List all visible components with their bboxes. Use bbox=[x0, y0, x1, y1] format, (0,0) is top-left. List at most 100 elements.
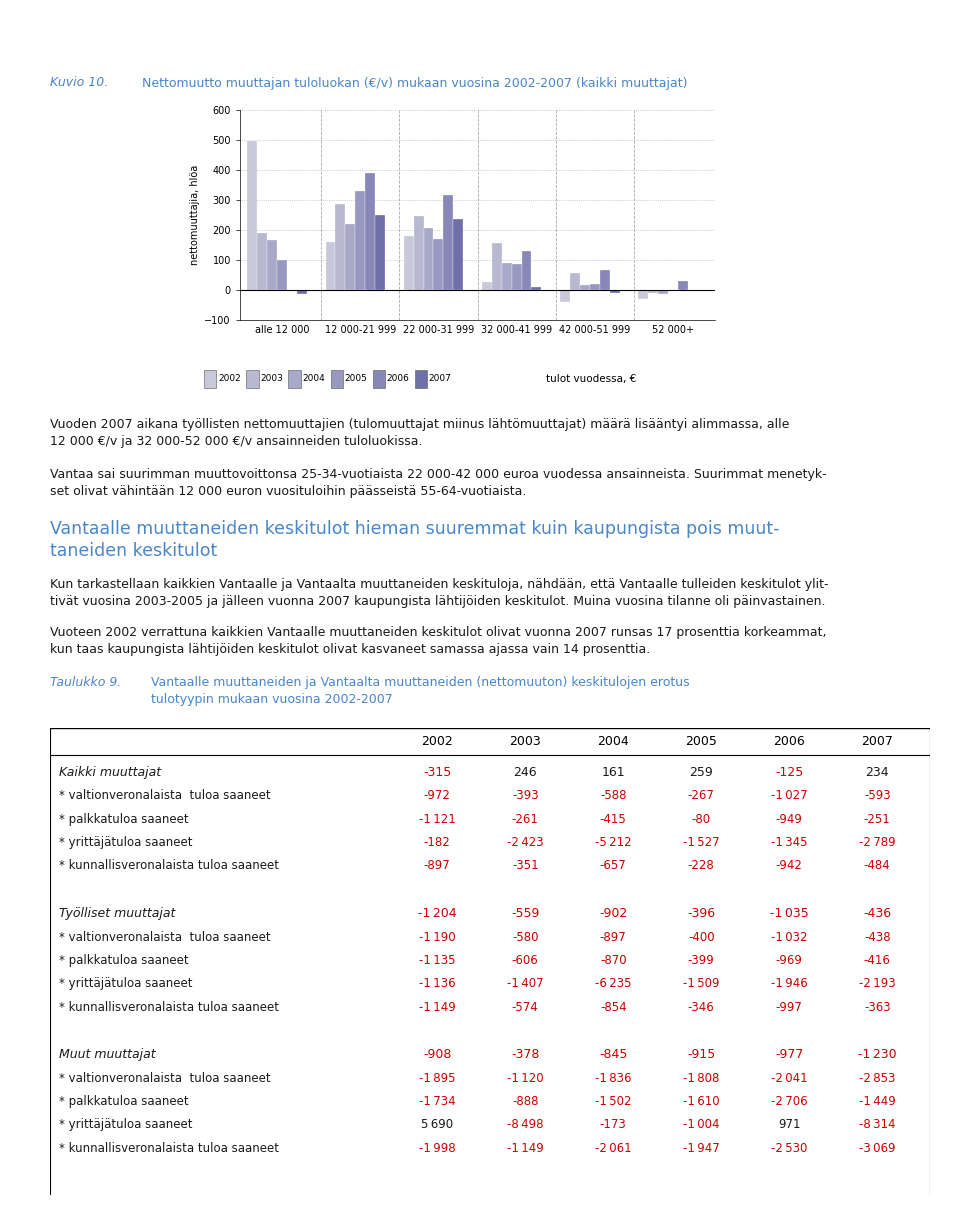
Text: -902: -902 bbox=[599, 907, 627, 921]
Bar bbox=[658, 290, 667, 294]
Text: -2 706: -2 706 bbox=[771, 1095, 807, 1109]
Text: -267: -267 bbox=[687, 789, 714, 803]
Text: -888: -888 bbox=[512, 1095, 539, 1109]
Text: -346: -346 bbox=[687, 1000, 714, 1013]
Bar bbox=[444, 195, 453, 290]
Bar bbox=[325, 242, 335, 290]
Text: 2004: 2004 bbox=[597, 735, 629, 748]
Text: Vuoteen 2002 verrattuna kaikkien Vantaalle muuttaneiden keskitulot olivat vuonna: Vuoteen 2002 verrattuna kaikkien Vantaal… bbox=[50, 627, 827, 656]
Text: -363: -363 bbox=[864, 1000, 891, 1013]
Text: -897: -897 bbox=[600, 930, 627, 944]
Text: -1 204: -1 204 bbox=[418, 907, 457, 921]
Text: -1 449: -1 449 bbox=[859, 1095, 896, 1109]
Text: -972: -972 bbox=[423, 789, 450, 803]
Text: -997: -997 bbox=[776, 1000, 803, 1013]
Text: -228: -228 bbox=[687, 859, 714, 872]
Bar bbox=[248, 141, 257, 290]
Text: -2 041: -2 041 bbox=[771, 1071, 807, 1085]
Bar bbox=[492, 243, 501, 290]
Text: -1 947: -1 947 bbox=[683, 1142, 720, 1154]
Text: -436: -436 bbox=[863, 907, 891, 921]
Text: -251: -251 bbox=[864, 812, 891, 825]
Bar bbox=[414, 217, 423, 290]
Text: -1 149: -1 149 bbox=[507, 1142, 543, 1154]
Text: 234: 234 bbox=[865, 766, 889, 778]
Bar bbox=[678, 281, 687, 290]
Text: -1 121: -1 121 bbox=[419, 812, 456, 825]
Bar bbox=[482, 282, 492, 290]
Bar bbox=[403, 236, 414, 290]
Text: Kuvio 10.: Kuvio 10. bbox=[50, 76, 108, 89]
Bar bbox=[366, 174, 375, 290]
Text: -588: -588 bbox=[600, 789, 627, 803]
Text: -2 789: -2 789 bbox=[859, 836, 896, 850]
Bar bbox=[501, 263, 512, 290]
Text: -5 212: -5 212 bbox=[595, 836, 632, 850]
Text: Nettomuutto muuttajan tuloluokan (€/v) mukaan vuosina 2002-2007 (kaikki muuttaja: Nettomuutto muuttajan tuloluokan (€/v) m… bbox=[142, 76, 688, 89]
Text: -1 032: -1 032 bbox=[771, 930, 807, 944]
Text: -908: -908 bbox=[423, 1048, 451, 1062]
FancyBboxPatch shape bbox=[247, 370, 258, 388]
Text: -6 235: -6 235 bbox=[595, 977, 632, 991]
FancyBboxPatch shape bbox=[288, 370, 300, 388]
Text: -182: -182 bbox=[423, 836, 450, 850]
Text: * valtionveronalaista  tuloa saaneet: * valtionveronalaista tuloa saaneet bbox=[59, 930, 271, 944]
Text: -1 946: -1 946 bbox=[771, 977, 807, 991]
Text: -2 423: -2 423 bbox=[507, 836, 543, 850]
Bar bbox=[375, 214, 385, 290]
Text: Vantaalle muuttaneiden ja Vantaalta muuttaneiden (nettomuuton) keskitulojen erot: Vantaalle muuttaneiden ja Vantaalta muut… bbox=[151, 676, 690, 706]
Text: 11: 11 bbox=[911, 8, 936, 27]
Bar bbox=[610, 290, 619, 293]
Bar bbox=[667, 290, 678, 292]
Text: * yrittäjätuloa saaneet: * yrittäjätuloa saaneet bbox=[59, 836, 192, 850]
Text: -1 808: -1 808 bbox=[683, 1071, 719, 1085]
Bar bbox=[257, 233, 268, 290]
Bar bbox=[434, 239, 444, 290]
Bar bbox=[637, 290, 648, 299]
Text: Muut muuttajat: Muut muuttajat bbox=[59, 1048, 156, 1062]
Bar bbox=[648, 290, 658, 293]
Text: -1 407: -1 407 bbox=[507, 977, 543, 991]
Text: 246: 246 bbox=[514, 766, 537, 778]
Bar bbox=[335, 205, 346, 290]
Text: 2006: 2006 bbox=[774, 735, 805, 748]
Text: 2005: 2005 bbox=[345, 375, 368, 383]
Text: -1 527: -1 527 bbox=[683, 836, 719, 850]
Text: -845: -845 bbox=[599, 1048, 628, 1062]
Text: -1 734: -1 734 bbox=[419, 1095, 455, 1109]
Bar bbox=[600, 270, 610, 290]
Text: 2005: 2005 bbox=[685, 735, 717, 748]
Bar bbox=[532, 287, 541, 290]
Text: -1 230: -1 230 bbox=[858, 1048, 897, 1062]
Text: -969: -969 bbox=[776, 954, 803, 966]
Text: -915: -915 bbox=[687, 1048, 715, 1062]
Text: * palkkatuloa saaneet: * palkkatuloa saaneet bbox=[59, 812, 188, 825]
Text: -1 027: -1 027 bbox=[771, 789, 807, 803]
Text: -393: -393 bbox=[512, 789, 539, 803]
Text: 2003: 2003 bbox=[260, 375, 283, 383]
Text: -378: -378 bbox=[511, 1048, 540, 1062]
Text: * yrittäjätuloa saaneet: * yrittäjätuloa saaneet bbox=[59, 1118, 192, 1131]
Text: 5 690: 5 690 bbox=[421, 1118, 453, 1131]
Text: * valtionveronalaista  tuloa saaneet: * valtionveronalaista tuloa saaneet bbox=[59, 789, 271, 803]
Text: -8 314: -8 314 bbox=[859, 1118, 896, 1131]
Text: 2002: 2002 bbox=[421, 735, 453, 748]
Text: -396: -396 bbox=[687, 907, 715, 921]
Text: -580: -580 bbox=[512, 930, 539, 944]
Text: Vantaalle muuttaneiden keskitulot hieman suuremmat kuin kaupungista pois muut-
t: Vantaalle muuttaneiden keskitulot hieman… bbox=[50, 521, 780, 560]
Text: Tilastokatsaus 2:2010: Tilastokatsaus 2:2010 bbox=[396, 10, 564, 25]
Text: * kunnallisveronalaista tuloa saaneet: * kunnallisveronalaista tuloa saaneet bbox=[59, 1142, 278, 1154]
Bar bbox=[560, 290, 569, 302]
Text: -1 610: -1 610 bbox=[683, 1095, 719, 1109]
Text: 259: 259 bbox=[689, 766, 713, 778]
Text: -438: -438 bbox=[864, 930, 891, 944]
Text: -977: -977 bbox=[775, 1048, 804, 1062]
Text: -657: -657 bbox=[600, 859, 627, 872]
Text: * yrittäjätuloa saaneet: * yrittäjätuloa saaneet bbox=[59, 977, 192, 991]
Text: -1 035: -1 035 bbox=[770, 907, 808, 921]
Text: -574: -574 bbox=[512, 1000, 539, 1013]
Text: 2004: 2004 bbox=[302, 375, 325, 383]
Text: -261: -261 bbox=[512, 812, 539, 825]
Text: -315: -315 bbox=[423, 766, 451, 778]
Text: -415: -415 bbox=[600, 812, 627, 825]
